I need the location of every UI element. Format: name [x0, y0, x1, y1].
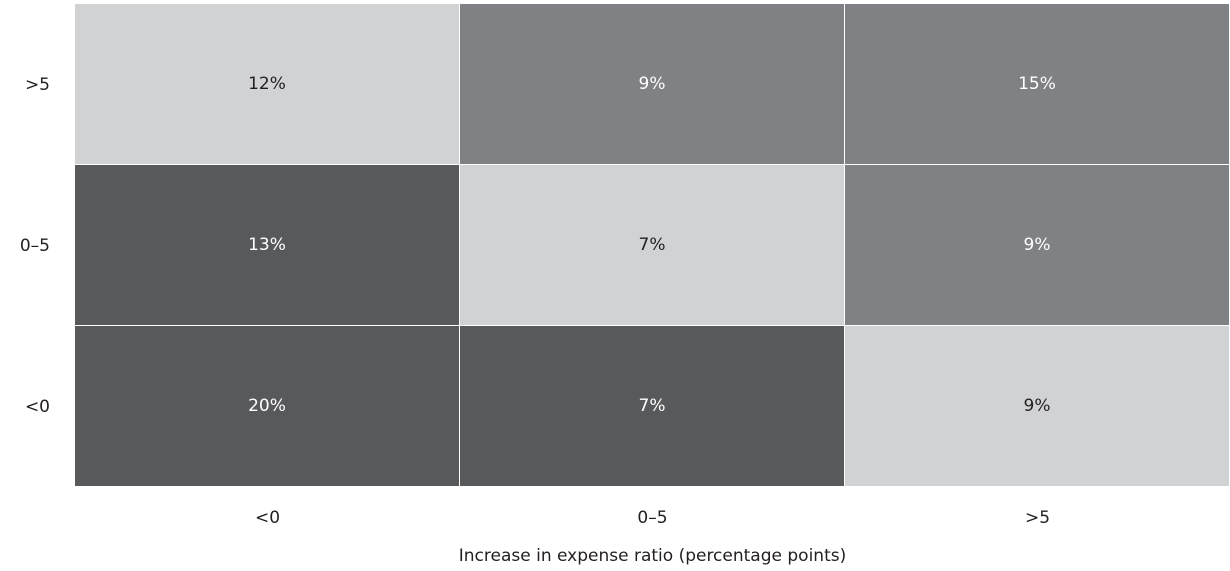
x-tick-label: <0 [254, 508, 281, 528]
y-tick-label: 0–5 [19, 235, 50, 256]
y-tick-label: <0 [24, 396, 50, 417]
x-axis-label: Increase in expense ratio (percentage po… [458, 546, 847, 566]
cell-value-label: 9% [638, 74, 666, 94]
heatmap-cell: 7% [460, 165, 845, 326]
x-tick-label: >5 [1024, 508, 1051, 528]
heatmap-cell: 15% [845, 4, 1230, 165]
cell-value-label: 9% [1023, 235, 1051, 255]
heatmap-cell: 12% [75, 4, 460, 165]
x-tick-label: 0–5 [637, 508, 668, 528]
cell-value-label: 20% [248, 396, 286, 416]
y-tick-label: >5 [24, 74, 50, 95]
heatmap-cell: 7% [460, 326, 845, 487]
cell-value-label: 13% [248, 235, 286, 255]
cell-value-label: 15% [1018, 74, 1056, 94]
cell-value-label: 12% [248, 74, 286, 94]
cell-value-label: 9% [1023, 396, 1051, 416]
heatmap-cell: 9% [460, 4, 845, 165]
heatmap-cell: 9% [845, 165, 1230, 326]
cell-value-label: 7% [638, 396, 666, 416]
heatmap-cell: 20% [75, 326, 460, 487]
cell-value-label: 7% [638, 235, 666, 255]
heatmap-cell: 13% [75, 165, 460, 326]
heatmap-cell: 9% [845, 326, 1230, 487]
